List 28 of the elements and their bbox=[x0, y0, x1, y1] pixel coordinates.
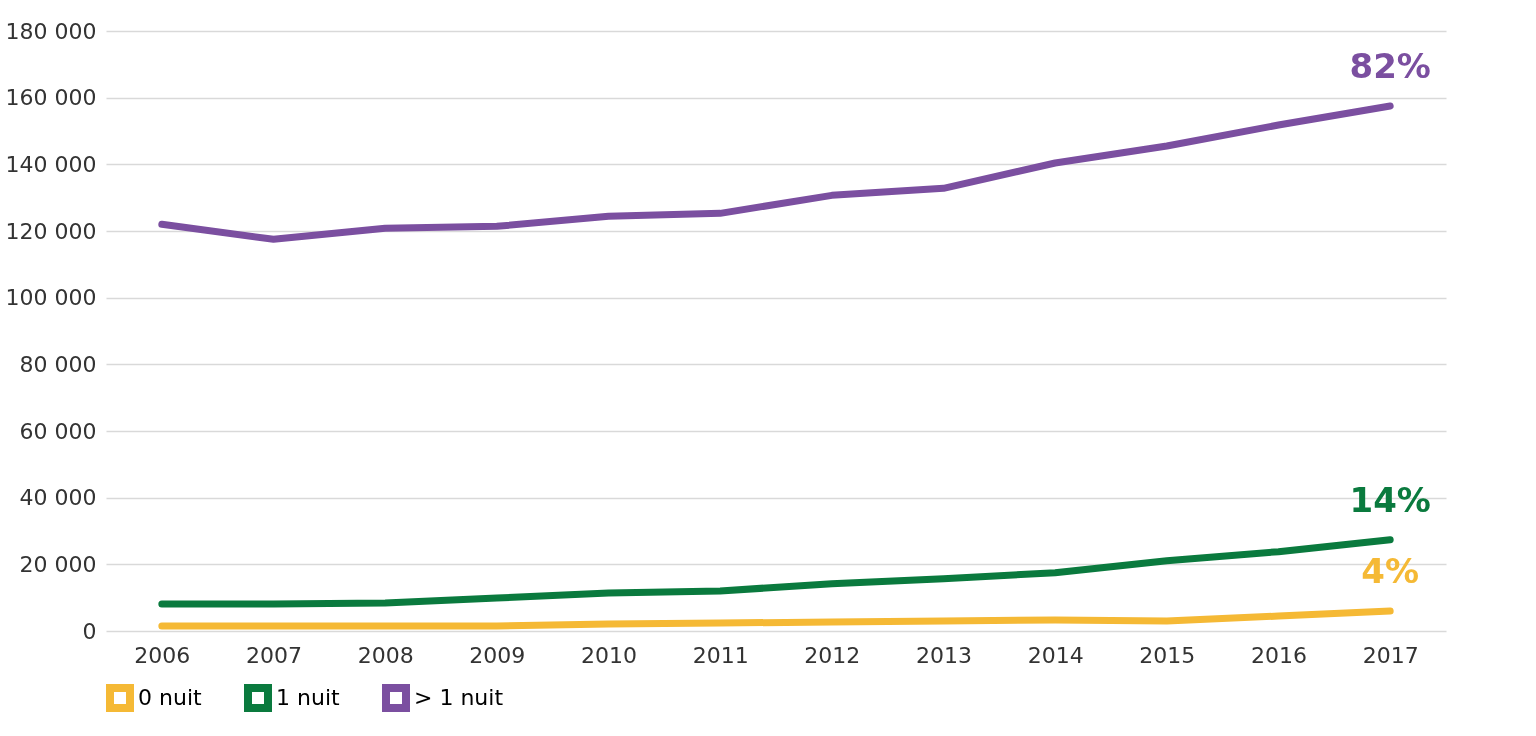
y-tick-label: 120 000 bbox=[5, 218, 97, 244]
x-tick-label: 2008 bbox=[357, 642, 414, 668]
y-tick-label: 40 000 bbox=[19, 485, 97, 511]
x-tick-label: 2006 bbox=[134, 642, 191, 668]
y-tick-label: 60 000 bbox=[19, 418, 97, 444]
x-tick-label: 2010 bbox=[581, 642, 637, 668]
x-tick-label: 2013 bbox=[916, 642, 972, 668]
legend-label: > 1 nuit bbox=[414, 685, 504, 710]
x-tick-label: 2014 bbox=[1027, 642, 1084, 668]
x-tick-label: 2007 bbox=[246, 642, 302, 668]
y-tick-label: 160 000 bbox=[5, 85, 97, 111]
y-tick-label: 80 000 bbox=[19, 351, 97, 377]
x-tick-label: 2009 bbox=[469, 642, 526, 668]
x-tick-label: 2015 bbox=[1139, 642, 1196, 668]
y-tick-label: 0 bbox=[82, 618, 97, 644]
y-tick-label: 180 000 bbox=[5, 18, 97, 44]
x-tick-label: 2017 bbox=[1362, 642, 1419, 668]
x-tick-label: 2012 bbox=[804, 642, 861, 668]
y-tick-label: 20 000 bbox=[19, 551, 97, 577]
legend-label: 1 nuit bbox=[276, 685, 340, 710]
y-tick-label: 140 000 bbox=[5, 151, 97, 177]
x-tick-label: 2016 bbox=[1251, 642, 1307, 668]
y-tick-label: 100 000 bbox=[5, 285, 97, 311]
annotation: 14% bbox=[1349, 479, 1431, 520]
annotation: 4% bbox=[1361, 551, 1420, 591]
x-tick-label: 2011 bbox=[692, 642, 749, 668]
legend-label: 0 nuit bbox=[138, 685, 202, 710]
annotation: 82% bbox=[1349, 46, 1431, 86]
